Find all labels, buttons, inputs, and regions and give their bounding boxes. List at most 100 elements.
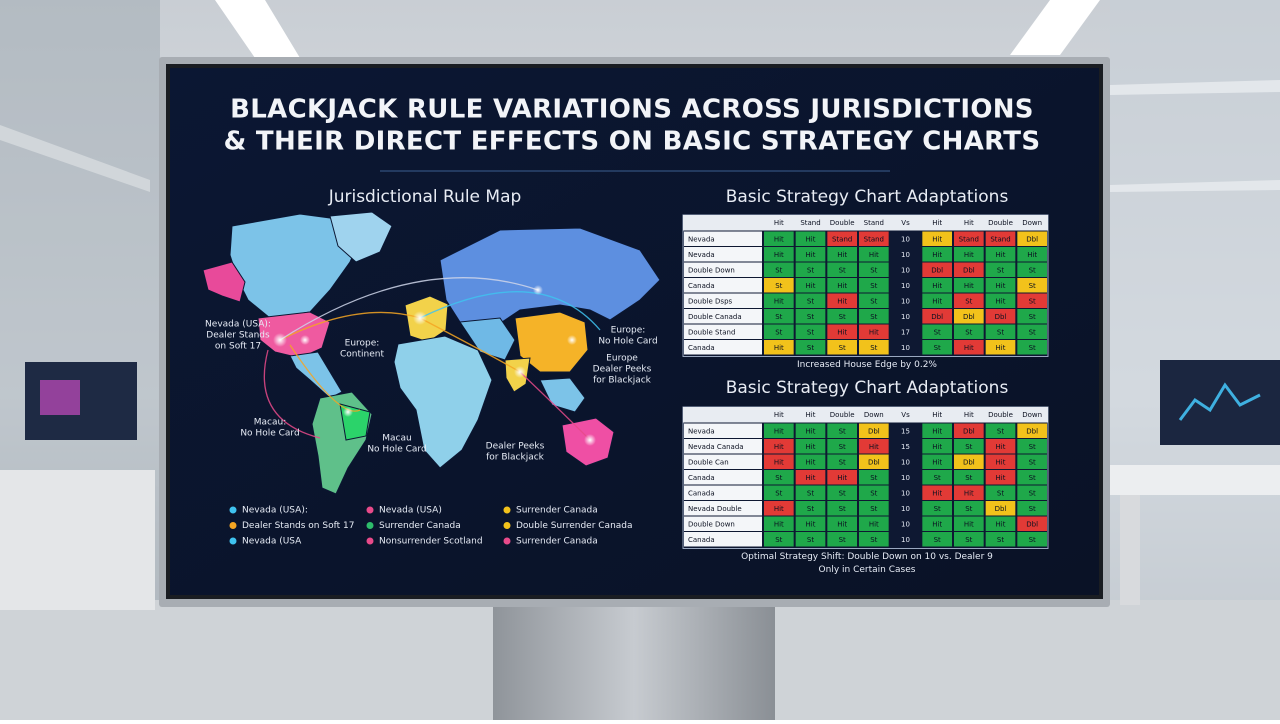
row-label-bg [684, 532, 762, 547]
row-label: Canada [688, 489, 715, 497]
strategy-cell [859, 340, 889, 355]
cell-text: St [1029, 344, 1036, 352]
map-hotspots [273, 285, 596, 446]
strategy-cell [954, 454, 984, 469]
strategy-cell [1017, 532, 1047, 547]
strategy-cell [764, 231, 794, 246]
strategy-cell [795, 293, 826, 308]
cell-text: Hit [1027, 251, 1037, 259]
cell-text: St [839, 458, 846, 466]
row-label-bg [684, 423, 762, 438]
strategy-cell [985, 278, 1016, 293]
row-label: Nevada [688, 251, 715, 259]
strategy-cell [922, 532, 952, 547]
strategy-cell [827, 231, 857, 246]
row-label-bg [684, 293, 762, 308]
strategy-cell [985, 470, 1016, 485]
cell-text: Hit [964, 489, 974, 497]
row-label: Double Down [688, 520, 735, 528]
legend-label: Nevada (USA): [242, 506, 308, 516]
cell-text: 10 [901, 282, 910, 290]
cell-text: St [839, 266, 846, 274]
cell-text: Hit [996, 458, 1006, 466]
cell-text: Dbl [963, 313, 975, 321]
strategy-cell [1017, 516, 1047, 531]
strategy-cell [1017, 501, 1047, 516]
map-label: Dealer Peeks [593, 365, 652, 375]
cell-text: St [807, 266, 814, 274]
strategy-cell [795, 262, 826, 277]
strategy-cell [795, 247, 826, 262]
map-label: Continent [340, 350, 384, 360]
strategy-cell [890, 293, 921, 308]
strategy-cell [985, 340, 1016, 355]
column-header: Double [830, 219, 855, 227]
strategy-cell [985, 454, 1016, 469]
column-header: Double [988, 411, 1013, 419]
legend-dot [229, 506, 237, 514]
strategy-cell [922, 423, 952, 438]
legend-dot [503, 537, 511, 545]
cell-text: Dbl [1026, 235, 1038, 243]
cell-text: Hit [964, 251, 974, 259]
row-label: Canada [688, 282, 715, 290]
strategy-cell [985, 231, 1016, 246]
strategy-cell [954, 262, 984, 277]
table-header [683, 407, 1048, 423]
strategy-cell [764, 532, 794, 547]
column-header: Hit [932, 219, 942, 227]
background-monitor-left [0, 362, 155, 610]
cell-text: Hit [869, 443, 879, 451]
strategy-cell [1017, 439, 1047, 454]
legend-label: Surrender Canada [516, 537, 598, 547]
cell-text: Hit [996, 282, 1006, 290]
strategy-cell [859, 231, 889, 246]
strategy-cell [1017, 324, 1047, 339]
strategy-cell [795, 340, 826, 355]
cell-text: Dbl [1026, 427, 1038, 435]
row-label: Double Dsps [688, 297, 733, 305]
strategy-cell [954, 470, 984, 485]
strategy-cell [827, 439, 857, 454]
strategy-cell [859, 262, 889, 277]
strategy-cell [1017, 247, 1047, 262]
cell-text: 10 [901, 251, 910, 259]
cell-text: 10 [901, 474, 910, 482]
strategy-cell [1017, 470, 1047, 485]
strategy-cell [985, 439, 1016, 454]
cell-text: St [870, 505, 877, 513]
strategy-cell [795, 423, 826, 438]
cell-text: 10 [901, 266, 910, 274]
legend-label: Nonsurrender Scotland [379, 537, 483, 547]
legend-label: Nevada (USA) [379, 506, 442, 516]
cell-text: Dbl [995, 505, 1007, 513]
row-label: Double Down [688, 266, 735, 274]
cell-text: 15 [901, 427, 910, 435]
strategy-cell [764, 439, 794, 454]
strategy-cell [764, 454, 794, 469]
page-title: & THEIR DIRECT EFFECTS ON BASIC STRATEGY… [224, 127, 1041, 157]
strategy-cell [890, 454, 921, 469]
cell-text: Dbl [931, 313, 943, 321]
cell-text: St [870, 282, 877, 290]
cell-text: Hit [996, 251, 1006, 259]
strategy-cell [795, 231, 826, 246]
strategy-cell [954, 423, 984, 438]
route-lines [263, 277, 601, 441]
strategy-cell [827, 247, 857, 262]
cell-text: St [775, 536, 782, 544]
cell-text: Dbl [995, 313, 1007, 321]
cell-text: 15 [901, 443, 910, 451]
strategy-cell [954, 247, 984, 262]
strategy-cell [890, 501, 921, 516]
cell-text: St [934, 505, 941, 513]
strategy-cell [890, 423, 921, 438]
cell-text: St [997, 328, 1004, 336]
strategy-cell [764, 293, 794, 308]
row-label-bg [684, 247, 762, 262]
strategy-cell [764, 278, 794, 293]
legend-label: Surrender Canada [379, 521, 461, 531]
strategy-cell [890, 532, 921, 547]
row-label: Double Stand [688, 328, 735, 336]
strategy-cell [795, 501, 826, 516]
